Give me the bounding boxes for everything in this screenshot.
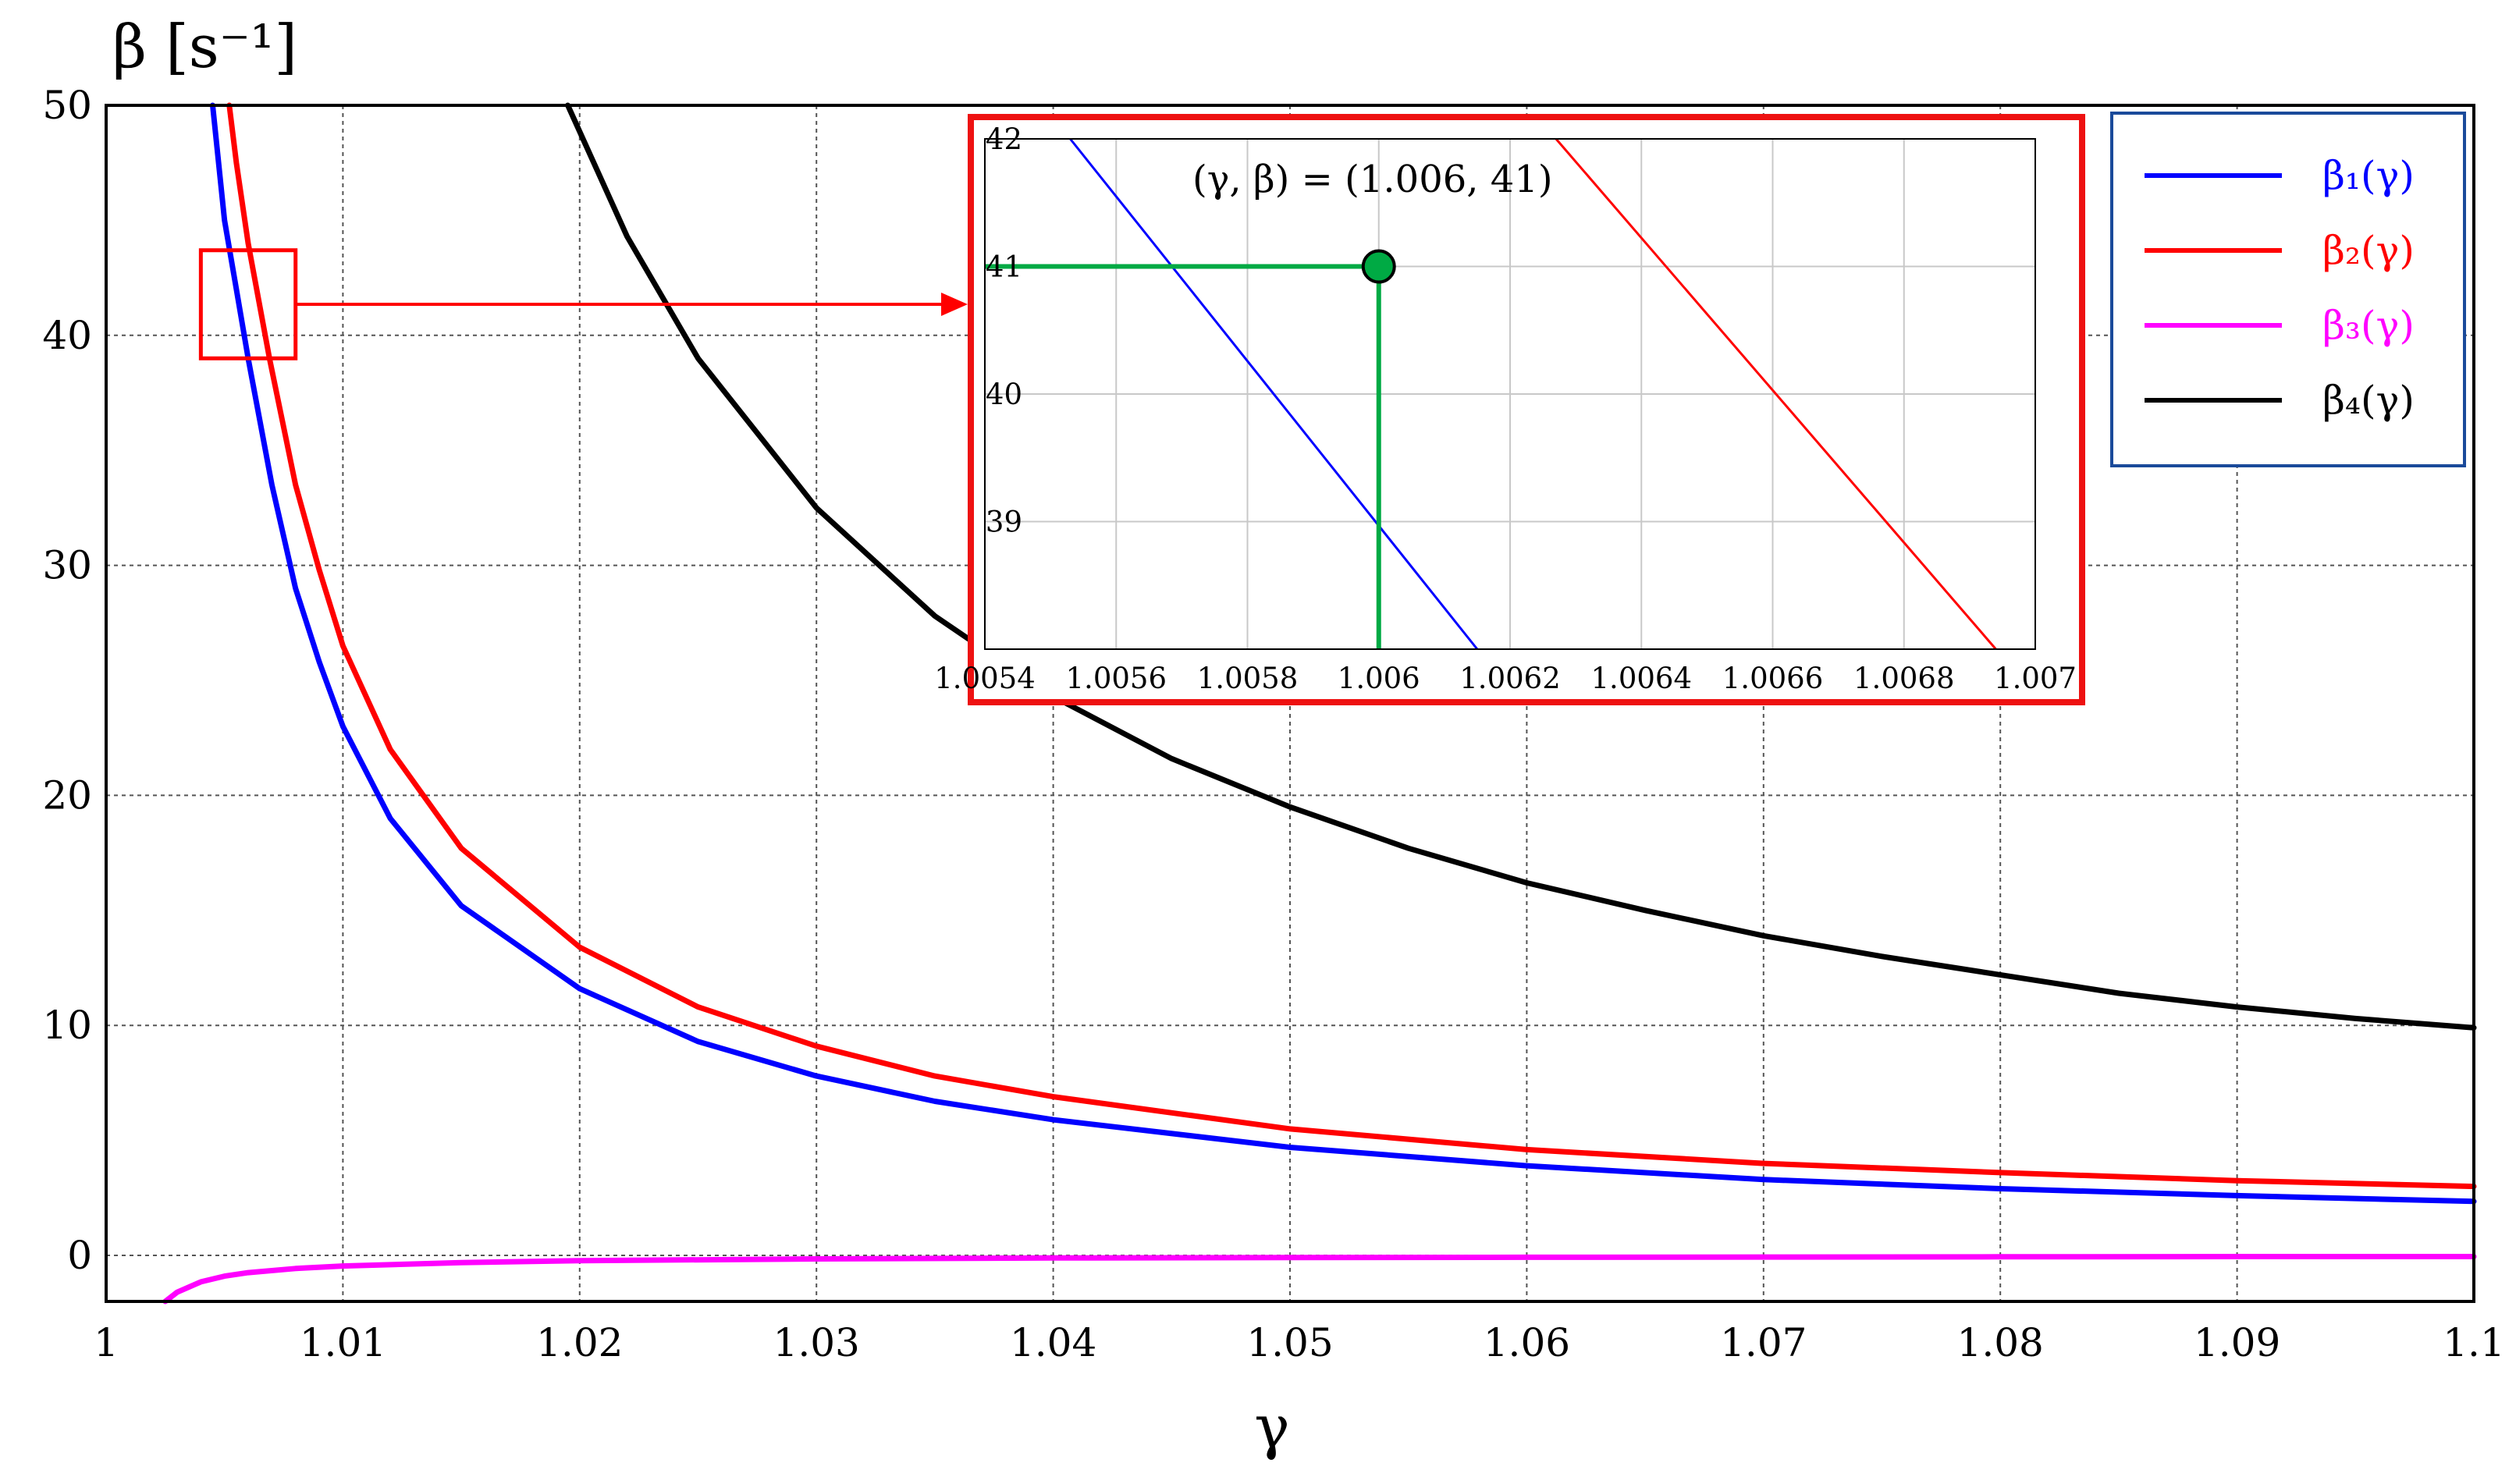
x-tick-label: 1.09: [2194, 1320, 2280, 1365]
inset-y-tick-label: 40: [986, 378, 1022, 411]
inset-x-tick-label: 1.0056: [1066, 662, 1167, 695]
inset-y-tick-label: 39: [986, 506, 1022, 539]
inset-x-tick-label: 1.0068: [1853, 662, 1954, 695]
inset-x-tick-label: 1.0062: [1459, 662, 1560, 695]
highlight-point: [1361, 249, 1396, 284]
x-tick-label: 1.05: [1246, 1320, 1333, 1365]
inset-frame: [984, 138, 2036, 650]
inset-x-tick-label: 1.0054: [934, 662, 1035, 695]
legend-box: [2110, 112, 2466, 467]
y-tick-label: 40: [42, 313, 92, 358]
x-tick-label: 1.08: [1957, 1320, 2044, 1365]
y-tick-label: 50: [42, 83, 92, 128]
legend-label-3: β₃(γ): [2322, 303, 2415, 348]
inset-x-tick-label: 1.0064: [1591, 662, 1692, 695]
y-tick-label: 20: [42, 772, 92, 818]
inset-x-tick-label: 1.0066: [1722, 662, 1823, 695]
x-tick-label: 1.02: [536, 1320, 623, 1365]
zoom-region-box: [198, 248, 298, 360]
legend-label-4: β₄(γ): [2322, 378, 2415, 423]
inset-series-line-1: [1069, 138, 1479, 650]
series-line-2: [226, 102, 2477, 1190]
inset-annotation: (γ, β) = (1.006, 41): [1192, 158, 1553, 201]
inset-y-tick-label: 42: [986, 122, 1022, 156]
zoom-arrow-head: [941, 293, 968, 317]
series-line-1: [210, 102, 2477, 1205]
y-axis-title: β [s⁻¹]: [112, 12, 297, 81]
x-tick-label: 1.01: [300, 1320, 386, 1365]
x-tick-label: 1: [94, 1320, 119, 1365]
series-line-4: [565, 102, 2477, 1031]
x-tick-label: 1.04: [1010, 1320, 1096, 1365]
inset-x-tick-label: 1.006: [1338, 662, 1420, 695]
inset-series-line-2: [1555, 138, 1997, 650]
y-tick-label: 10: [42, 1003, 92, 1048]
inset-x-tick-label: 1.0058: [1197, 662, 1298, 695]
x-axis-title: γ: [1254, 1392, 1289, 1461]
y-tick-label: 0: [67, 1233, 92, 1278]
legend-label-1: β₁(γ): [2322, 153, 2415, 198]
x-tick-label: 1.06: [1484, 1320, 1570, 1365]
legend-label-2: β₂(γ): [2322, 228, 2415, 273]
inset-x-tick-label: 1.007: [1994, 662, 2077, 695]
plot-frame: [105, 104, 2475, 1303]
y-tick-label: 30: [42, 543, 92, 588]
x-tick-label: 1.07: [1720, 1320, 1807, 1365]
series-line-3: [162, 1254, 2477, 1305]
x-tick-label: 1.03: [773, 1320, 860, 1365]
x-tick-label: 1.1: [2443, 1320, 2505, 1365]
inset-y-tick-label: 41: [986, 250, 1022, 284]
